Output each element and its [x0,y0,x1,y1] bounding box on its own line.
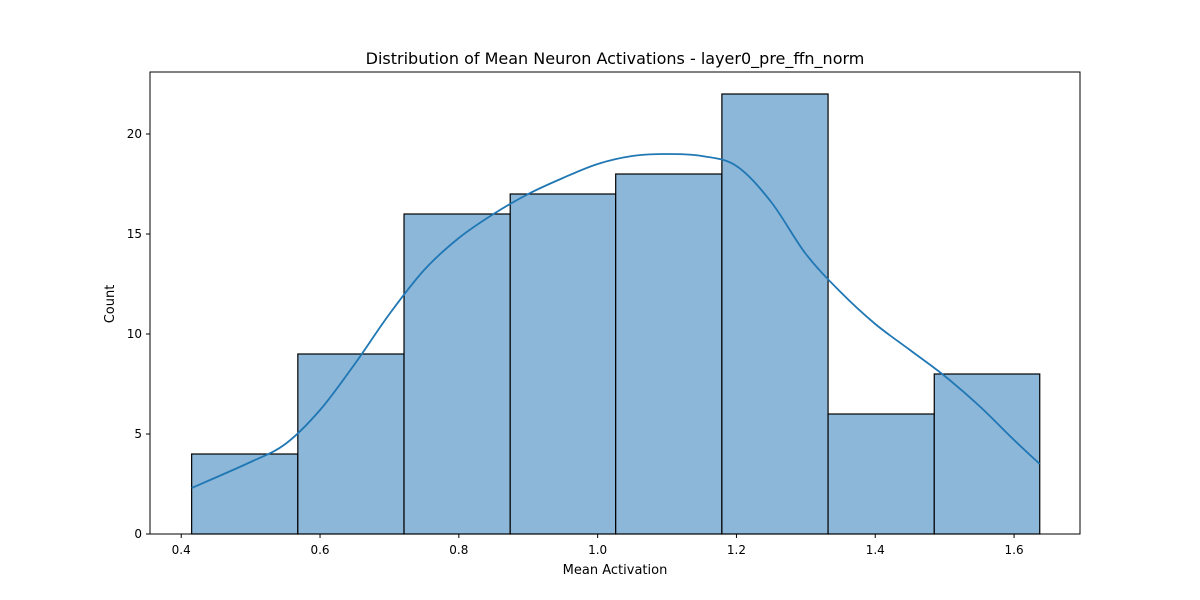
x-tick-label: 1.0 [588,543,607,557]
kde-line [191,153,1041,489]
x-axis-label: Mean Activation [563,563,668,578]
ticks-group: 0.4 0.6 0.8 1.0 1.2 1.4 1.6 0 5 10 15 20 [127,127,1024,557]
x-tick-label: 1.6 [1005,543,1024,557]
x-tick-label: 0.4 [172,543,191,557]
kde-group [191,153,1041,489]
y-tick-label: 15 [127,227,142,241]
bars-group [191,93,1041,535]
y-tick-label: 0 [134,527,142,541]
histogram-bar-8 [933,373,1041,535]
histogram-bar-3 [403,213,511,535]
x-tick-label: 1.2 [727,543,746,557]
y-tick-label: 20 [127,127,142,141]
x-tick-label: 0.8 [449,543,468,557]
axes-group [149,71,1081,535]
histogram-bar-7 [827,413,935,535]
y-tick-label: 5 [134,427,142,441]
x-tick-label: 1.4 [866,543,885,557]
y-axis-label: Count [103,285,118,324]
histogram-bar-1 [191,453,299,535]
x-tick-label: 0.6 [310,543,329,557]
histogram-bar-5 [615,173,723,535]
chart-title: Distribution of Mean Neuron Activations … [366,49,865,69]
histogram-bar-6 [721,93,829,535]
plot-frame [149,71,1081,535]
histogram-bar-2 [297,353,405,535]
y-tick-label: 10 [127,327,142,341]
histogram-bar-4 [509,193,617,535]
